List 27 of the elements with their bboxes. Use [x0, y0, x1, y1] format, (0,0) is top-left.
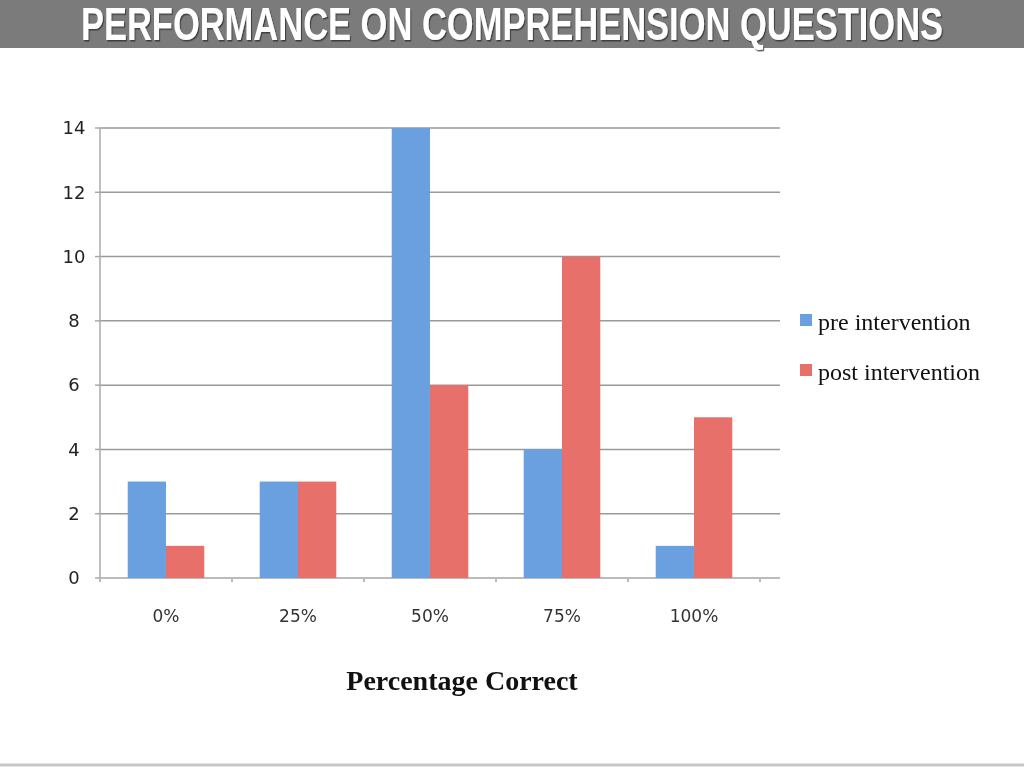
x-tick-label: 100%: [669, 606, 719, 626]
y-tick-label: 0: [68, 567, 80, 589]
bar: [391, 128, 430, 578]
legend-label: pre intervention: [818, 309, 971, 336]
x-tick-label: 0%: [152, 606, 180, 626]
chart-title: PERFORMANCE ON COMPREHENSION QUESTIONS: [80, 0, 944, 51]
y-tick-label: 4: [68, 438, 80, 460]
y-tick-label: 12: [62, 181, 86, 203]
legend-label: post intervention: [818, 359, 980, 386]
bar: [298, 481, 337, 578]
bar: [259, 481, 298, 578]
bar: [430, 385, 469, 578]
x-tick-label: 50%: [411, 606, 449, 626]
y-tick-label: 6: [68, 374, 80, 396]
bar: [655, 545, 694, 578]
x-tick-label: 75%: [543, 606, 581, 626]
x-tick-label: 25%: [279, 606, 317, 626]
y-tick-label: 8: [68, 310, 80, 332]
bar: [127, 481, 166, 578]
y-tick-label: 10: [62, 245, 86, 267]
x-axis-title: Percentage Correct: [346, 665, 579, 696]
bar: [166, 545, 205, 578]
y-tick-label: 14: [62, 117, 86, 139]
bar: [694, 417, 733, 578]
y-tick-label: 2: [68, 503, 80, 525]
bar: [523, 449, 562, 578]
bar: [562, 256, 601, 578]
